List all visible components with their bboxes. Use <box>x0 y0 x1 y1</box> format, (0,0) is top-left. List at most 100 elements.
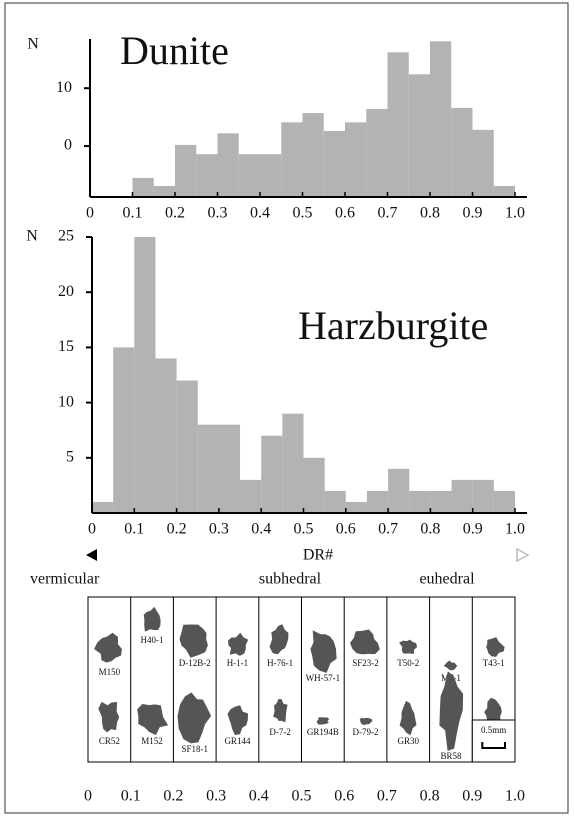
x-tick-label: 0.1 <box>121 788 141 805</box>
bar <box>175 144 197 197</box>
scale-bar <box>481 742 506 749</box>
grain-shape <box>399 639 418 654</box>
x-tick-label: 0.4 <box>251 521 271 538</box>
x-tick-label: 0.8 <box>420 521 440 538</box>
x-tick-label: 0.2 <box>167 521 187 538</box>
bar <box>238 154 260 197</box>
bar <box>92 501 114 513</box>
bar <box>493 186 515 197</box>
bar <box>345 501 367 513</box>
chart-title: Harzburgite <box>298 303 488 348</box>
y-tick-label: 0 <box>64 137 72 154</box>
x-tick-label: 0.6 <box>335 205 355 222</box>
bar <box>240 479 262 513</box>
y-axis-label: N <box>26 228 38 245</box>
bar <box>451 479 473 513</box>
grain-shape <box>94 632 122 663</box>
sample-label: H-1-1 <box>227 658 249 668</box>
bar <box>260 154 282 197</box>
bar <box>302 113 324 197</box>
x-tick-label: 1.0 <box>505 788 525 805</box>
bar <box>388 468 410 513</box>
scale-box <box>471 719 516 763</box>
y-tick-label: 20 <box>58 283 74 300</box>
bar <box>153 186 175 197</box>
x-tick-label: 0.3 <box>209 521 229 538</box>
sample-label: D-79-2 <box>353 727 379 737</box>
grain-shape <box>179 624 208 658</box>
x-tick-label: 0.3 <box>206 788 226 805</box>
x-tick-label: 0 <box>86 205 94 222</box>
arrow-label-bg <box>290 545 346 565</box>
grain-shape <box>177 692 212 744</box>
x-tick-label: 0.9 <box>463 205 483 222</box>
bar <box>176 380 198 513</box>
sample-label: T43-1 <box>483 658 505 668</box>
y-tick-label: 25 <box>58 228 74 245</box>
bar <box>430 41 452 197</box>
grain-shape <box>443 660 458 671</box>
bar <box>324 490 346 513</box>
sample-label: M152 <box>141 736 163 746</box>
morphology-class: vermicular <box>30 571 100 588</box>
bar <box>472 129 494 197</box>
grain-shape <box>137 704 169 736</box>
bar <box>303 457 325 513</box>
grain-shape <box>273 698 288 723</box>
sample-label: BR58 <box>440 751 462 761</box>
bar <box>345 122 367 197</box>
sample-label: CR52 <box>99 736 120 746</box>
bar <box>281 122 303 197</box>
x-tick-label: 0.7 <box>377 788 397 805</box>
bar <box>134 237 156 513</box>
bar <box>217 133 239 197</box>
x-tick-label: 0.5 <box>294 521 314 538</box>
x-tick-label: 0.1 <box>124 521 144 538</box>
bar <box>197 424 219 513</box>
x-tick-label: 0.2 <box>163 788 183 805</box>
y-tick-label: 15 <box>58 338 74 355</box>
sample-label: D-12B-2 <box>179 658 211 668</box>
bar <box>493 490 515 513</box>
x-tick-label: 0.8 <box>420 788 440 805</box>
x-tick-label: 0.5 <box>292 788 312 805</box>
grain-shape <box>486 637 505 657</box>
bar <box>323 131 345 197</box>
sample-label: GR194B <box>307 727 339 737</box>
bar <box>472 479 494 513</box>
grain-shape <box>98 701 120 733</box>
grain-shape <box>439 671 464 751</box>
scale-label: 0.5mm <box>481 725 506 735</box>
bar <box>155 358 177 513</box>
x-tick-label: 0.7 <box>378 521 398 538</box>
sample-label: D-7-2 <box>269 727 291 737</box>
grain-shape <box>359 717 373 725</box>
sample-label: GR144 <box>224 736 251 746</box>
sample-label: T50-2 <box>397 658 419 668</box>
x-tick-label: 0.5 <box>293 205 313 222</box>
grain-shape <box>269 624 289 655</box>
x-tick-label: 0 <box>84 788 92 805</box>
x-tick-label: 1.0 <box>505 521 525 538</box>
x-tick-label: 0.1 <box>123 205 143 222</box>
y-axis-label: N <box>27 36 39 53</box>
sample-label: SF23-2 <box>352 658 379 668</box>
sample-label: H-76-1 <box>267 658 293 668</box>
y-tick-label: 5 <box>66 448 74 465</box>
bar <box>387 52 409 197</box>
x-tick-label: 0.3 <box>208 205 228 222</box>
x-tick-label: 0.9 <box>463 521 483 538</box>
arrow-label: DR# <box>303 547 333 564</box>
x-tick-label: 0.2 <box>165 205 185 222</box>
y-tick-label: 10 <box>58 393 74 410</box>
sample-label: M150 <box>99 667 121 677</box>
grain-shape <box>399 700 417 736</box>
x-tick-label: 0.4 <box>249 788 269 805</box>
chart-title: Dunite <box>120 28 229 73</box>
x-tick-label: 0.6 <box>334 788 354 805</box>
grain-shape <box>228 632 249 656</box>
bar <box>113 347 135 513</box>
y-tick-label: 10 <box>56 79 72 96</box>
bar <box>409 490 431 513</box>
